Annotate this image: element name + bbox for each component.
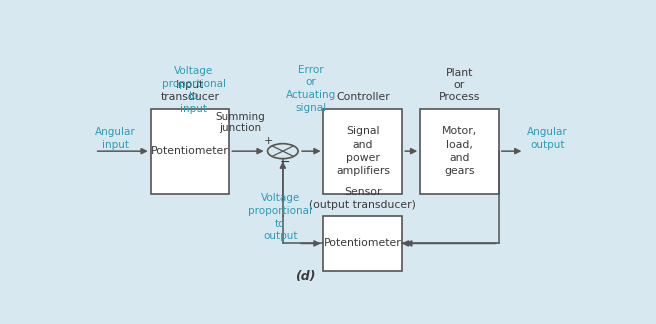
- FancyBboxPatch shape: [151, 109, 230, 193]
- Text: Input
transducer: Input transducer: [161, 80, 220, 102]
- FancyBboxPatch shape: [323, 216, 402, 271]
- Text: Error
or
Actuating
signal: Error or Actuating signal: [285, 64, 336, 113]
- Text: Angular
input: Angular input: [94, 127, 135, 150]
- FancyBboxPatch shape: [323, 109, 402, 193]
- Text: Angular
output: Angular output: [527, 127, 567, 150]
- Text: Potentiometer: Potentiometer: [324, 238, 401, 249]
- Text: +: +: [264, 136, 274, 146]
- Text: Controller: Controller: [336, 92, 390, 102]
- Text: Voltage
proportional
to
output: Voltage proportional to output: [248, 193, 312, 241]
- Text: (d): (d): [295, 270, 316, 284]
- Text: Plant
or
Process: Plant or Process: [439, 68, 480, 102]
- Text: Sensor
(output transducer): Sensor (output transducer): [310, 187, 417, 210]
- Text: Potentiometer: Potentiometer: [151, 146, 229, 156]
- FancyBboxPatch shape: [420, 109, 499, 193]
- Text: Signal
and
power
amplifiers: Signal and power amplifiers: [336, 126, 390, 176]
- Text: Summing
junction: Summing junction: [215, 112, 265, 133]
- Text: Motor,
load,
and
gears: Motor, load, and gears: [442, 126, 477, 176]
- Text: Voltage
proportional
to
input: Voltage proportional to input: [162, 66, 226, 114]
- Text: −: −: [280, 156, 291, 169]
